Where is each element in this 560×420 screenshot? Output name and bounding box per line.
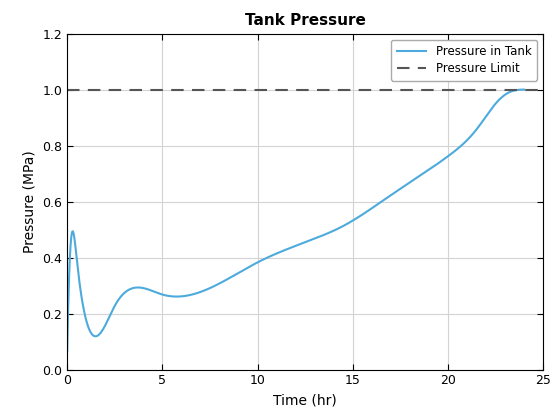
Pressure in Tank bbox=[512, 88, 519, 93]
Pressure in Tank bbox=[521, 87, 528, 92]
Pressure in Tank bbox=[64, 349, 71, 354]
Title: Tank Pressure: Tank Pressure bbox=[245, 13, 366, 28]
Line: Pressure in Tank: Pressure in Tank bbox=[67, 89, 524, 352]
Pressure in Tank bbox=[239, 268, 246, 273]
Legend: Pressure in Tank, Pressure Limit: Pressure in Tank, Pressure Limit bbox=[391, 39, 537, 81]
Pressure in Tank bbox=[463, 139, 469, 144]
Y-axis label: Pressure (MPa): Pressure (MPa) bbox=[23, 150, 37, 253]
Pressure in Tank bbox=[143, 286, 150, 291]
Pressure Limit bbox=[83, 87, 90, 92]
Pressure Limit bbox=[64, 87, 71, 92]
Pressure in Tank bbox=[259, 257, 265, 262]
X-axis label: Time (hr): Time (hr) bbox=[273, 393, 337, 407]
Pressure in Tank bbox=[116, 296, 123, 301]
